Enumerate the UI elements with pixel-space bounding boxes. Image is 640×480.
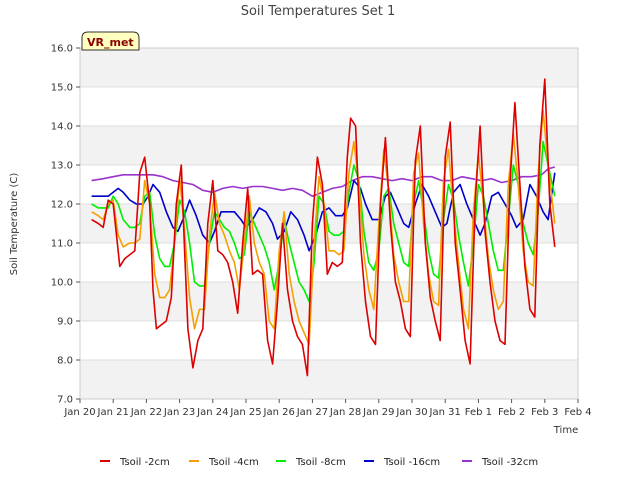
y-tick-label: 14.0 — [51, 122, 73, 133]
y-tick-label: 16.0 — [51, 44, 73, 55]
x-tick-label: Jan 22 — [130, 407, 162, 418]
x-tick-label: Jan 26 — [263, 407, 295, 418]
plot-frame — [79, 47, 579, 400]
legend-label: Tsoil -16cm — [383, 457, 440, 468]
chart-title: Soil Temperatures Set 1 — [241, 4, 396, 19]
x-axis-ticks: Jan 20 Jan 21 Jan 22 Jan 23 Jan 24 Jan 25 Jan … — [63, 399, 592, 418]
x-tick-label: Jan 28 — [329, 407, 361, 418]
series-layer — [91, 78, 556, 377]
y-tick-label: 12.0 — [51, 200, 73, 211]
x-tick-label: Jan 24 — [196, 407, 228, 418]
x-tick-label: Jan 23 — [163, 407, 195, 418]
background-band — [80, 126, 578, 165]
legend-label: Tsoil -2cm — [119, 457, 170, 468]
y-tick-label: 7.0 — [57, 395, 73, 406]
y-tick-label: 9.0 — [57, 317, 73, 328]
x-tick-label: Feb 2 — [498, 407, 525, 418]
x-tick-label: Feb 4 — [564, 407, 591, 418]
y-tick-label: 15.0 — [51, 83, 73, 94]
y-axis-ticks: 7.0 8.0 9.0 10.0 11.0 12.0 13.0 14.0 15.0 16.0 — [51, 44, 80, 406]
x-tick-label: Jan 31 — [429, 407, 461, 418]
background-band — [80, 360, 578, 399]
plot-background-bands — [80, 48, 578, 399]
x-tick-label: Jan 30 — [395, 407, 427, 418]
badge-shape — [81, 31, 140, 51]
background-band — [80, 204, 578, 243]
y-tick-label: 13.0 — [51, 161, 73, 172]
x-tick-label: Jan 27 — [296, 407, 328, 418]
x-tick-label: Jan 20 — [63, 407, 95, 418]
x-tick-label: Jan 25 — [229, 407, 261, 418]
x-axis-title: Time — [553, 425, 578, 436]
x-tick-label: Feb 1 — [465, 407, 492, 418]
x-tick-label: Jan 21 — [97, 407, 129, 418]
y-tick-label: 10.0 — [51, 278, 73, 289]
legend-label: Tsoil -4cm — [208, 457, 259, 468]
background-band — [80, 282, 578, 321]
series-line-tsoil-2cm — [91, 78, 556, 377]
x-tick-label: Feb 3 — [531, 407, 558, 418]
background-band — [80, 48, 578, 87]
station-badge: VR_met — [81, 31, 140, 51]
series-line-tsoil-16cm — [91, 172, 556, 252]
legend: Tsoil -2cm Tsoil -4cm Tsoil -8cm Tsoil -16c… — [100, 457, 538, 468]
legend-label: Tsoil -32cm — [481, 457, 538, 468]
x-tick-label: Jan 29 — [362, 407, 394, 418]
y-tick-label: 11.0 — [51, 239, 73, 250]
y-axis-title: Soil Temperature (C) — [9, 173, 20, 276]
legend-label: Tsoil -8cm — [295, 457, 346, 468]
y-tick-label: 8.0 — [57, 356, 73, 367]
badge-label: VR_met — [87, 36, 134, 49]
